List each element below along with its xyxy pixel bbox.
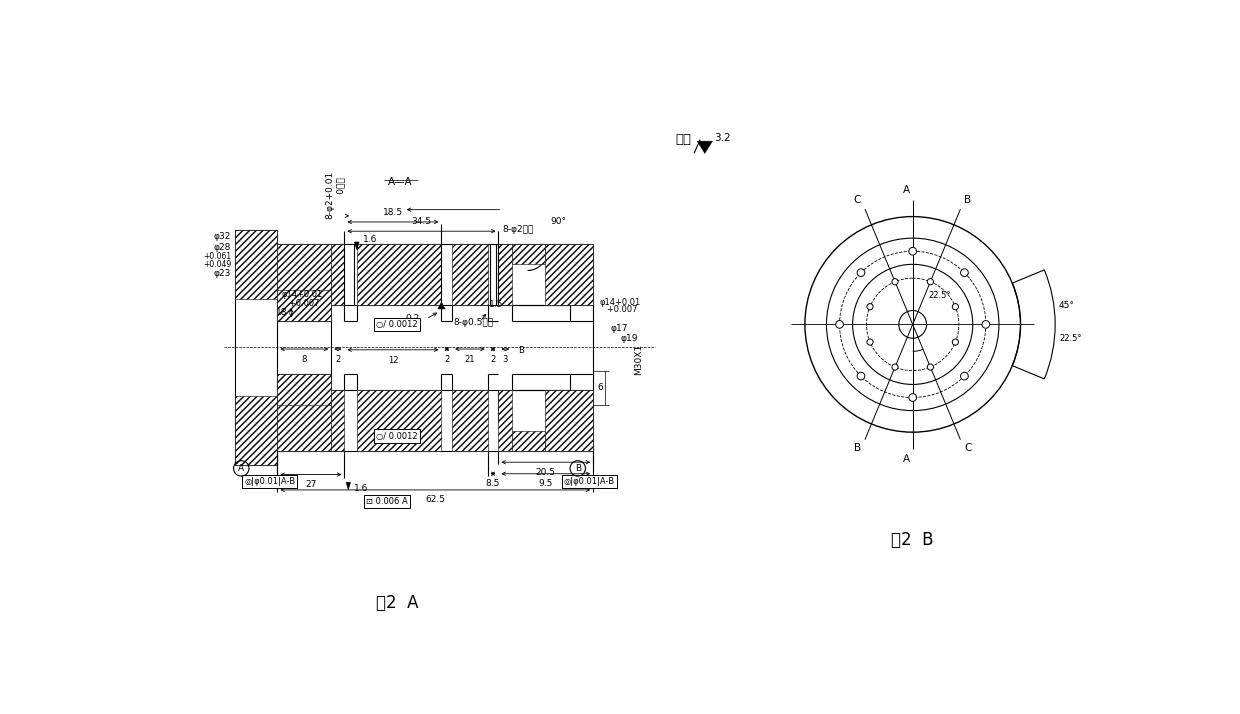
Text: 20.5: 20.5 bbox=[536, 468, 556, 477]
Circle shape bbox=[928, 364, 934, 370]
Circle shape bbox=[909, 247, 916, 255]
Polygon shape bbox=[512, 431, 544, 451]
Polygon shape bbox=[236, 231, 278, 299]
Polygon shape bbox=[278, 374, 331, 406]
Polygon shape bbox=[453, 390, 487, 451]
Text: 8.5: 8.5 bbox=[486, 479, 500, 488]
Circle shape bbox=[982, 321, 990, 328]
Text: 6: 6 bbox=[596, 383, 603, 392]
Circle shape bbox=[857, 268, 864, 276]
Circle shape bbox=[867, 339, 873, 345]
Text: 8-φ2均布: 8-φ2均布 bbox=[502, 225, 533, 234]
Text: 其余: 其余 bbox=[676, 133, 692, 146]
Polygon shape bbox=[438, 302, 445, 309]
Text: 62.5: 62.5 bbox=[425, 496, 445, 504]
Polygon shape bbox=[498, 390, 512, 451]
Polygon shape bbox=[357, 243, 441, 305]
Text: 3: 3 bbox=[502, 355, 508, 364]
Polygon shape bbox=[278, 290, 331, 321]
Text: A: A bbox=[903, 453, 910, 463]
Text: ⊡ 0.006 A: ⊡ 0.006 A bbox=[366, 497, 408, 506]
Polygon shape bbox=[278, 243, 331, 305]
Polygon shape bbox=[236, 396, 278, 465]
Text: 18.5: 18.5 bbox=[383, 208, 403, 216]
Text: +0.007: +0.007 bbox=[281, 299, 320, 308]
Text: 2: 2 bbox=[444, 355, 449, 364]
Text: 22.5°: 22.5° bbox=[1059, 333, 1081, 343]
Text: 0.2: 0.2 bbox=[405, 314, 420, 323]
Text: 27: 27 bbox=[305, 480, 316, 489]
Text: 图2  B: 图2 B bbox=[892, 531, 934, 549]
Text: 3.2: 3.2 bbox=[714, 133, 730, 143]
Text: C: C bbox=[965, 443, 972, 453]
Polygon shape bbox=[544, 390, 593, 451]
Circle shape bbox=[952, 303, 959, 310]
Text: 18: 18 bbox=[277, 308, 288, 317]
Text: C: C bbox=[853, 196, 861, 206]
Text: B: B bbox=[854, 443, 861, 453]
Text: 9.5: 9.5 bbox=[538, 479, 553, 488]
Text: 90°: 90° bbox=[551, 218, 567, 226]
Text: 1.6: 1.6 bbox=[363, 235, 377, 244]
Text: 2: 2 bbox=[335, 355, 341, 364]
Text: +0.007: +0.007 bbox=[599, 306, 637, 314]
Polygon shape bbox=[544, 243, 593, 305]
Polygon shape bbox=[357, 390, 441, 451]
Text: φ28: φ28 bbox=[213, 243, 231, 252]
Text: 1.5: 1.5 bbox=[490, 300, 503, 309]
Text: 45°: 45° bbox=[1059, 301, 1075, 310]
Text: 8-φ0.5均布: 8-φ0.5均布 bbox=[453, 318, 494, 326]
Text: φ19: φ19 bbox=[621, 333, 639, 343]
Text: +0.049: +0.049 bbox=[203, 260, 231, 268]
Circle shape bbox=[892, 364, 898, 370]
Text: φ23: φ23 bbox=[213, 269, 231, 278]
Text: A—A: A—A bbox=[388, 177, 413, 187]
Circle shape bbox=[857, 372, 864, 380]
Circle shape bbox=[952, 339, 959, 345]
Text: B: B bbox=[518, 346, 525, 355]
Circle shape bbox=[909, 393, 916, 401]
Text: φ14+0.01: φ14+0.01 bbox=[281, 290, 322, 299]
Circle shape bbox=[867, 303, 873, 310]
Text: ◎|φ0.01|A-B: ◎|φ0.01|A-B bbox=[564, 477, 615, 486]
Text: A: A bbox=[238, 464, 244, 473]
Text: 1.6: 1.6 bbox=[353, 484, 368, 493]
Text: φ32: φ32 bbox=[213, 232, 231, 241]
Text: φ17: φ17 bbox=[611, 323, 629, 333]
Polygon shape bbox=[331, 390, 345, 451]
Polygon shape bbox=[346, 482, 351, 490]
Circle shape bbox=[836, 321, 843, 328]
Text: 12: 12 bbox=[388, 356, 398, 365]
Text: A: A bbox=[903, 185, 910, 195]
Polygon shape bbox=[512, 243, 544, 264]
Text: +0.061: +0.061 bbox=[203, 252, 231, 261]
Text: ○/ 0.0012: ○/ 0.0012 bbox=[376, 320, 418, 329]
Polygon shape bbox=[278, 390, 331, 451]
Text: ◎|φ0.01|A-B: ◎|φ0.01|A-B bbox=[244, 477, 295, 486]
Polygon shape bbox=[453, 243, 487, 305]
Text: 21: 21 bbox=[465, 355, 475, 364]
Circle shape bbox=[961, 268, 968, 276]
Text: ○/ 0.0012: ○/ 0.0012 bbox=[376, 431, 418, 441]
Text: 22.5°: 22.5° bbox=[928, 291, 951, 300]
Text: 8-φ2+0.01
      0均布: 8-φ2+0.01 0均布 bbox=[325, 171, 345, 218]
Text: 34.5: 34.5 bbox=[412, 217, 432, 226]
Text: 2: 2 bbox=[491, 355, 496, 364]
Polygon shape bbox=[697, 141, 713, 154]
Text: 图2  A: 图2 A bbox=[376, 594, 418, 612]
Text: φ14+0.01: φ14+0.01 bbox=[599, 298, 641, 307]
Text: B: B bbox=[574, 464, 580, 473]
Circle shape bbox=[961, 372, 968, 380]
Text: M30X1: M30X1 bbox=[634, 343, 644, 375]
Circle shape bbox=[892, 278, 898, 285]
Text: 8: 8 bbox=[301, 355, 308, 364]
Circle shape bbox=[928, 278, 934, 285]
Polygon shape bbox=[331, 243, 345, 305]
Polygon shape bbox=[355, 242, 360, 250]
Text: B: B bbox=[965, 196, 971, 206]
Polygon shape bbox=[498, 243, 512, 305]
